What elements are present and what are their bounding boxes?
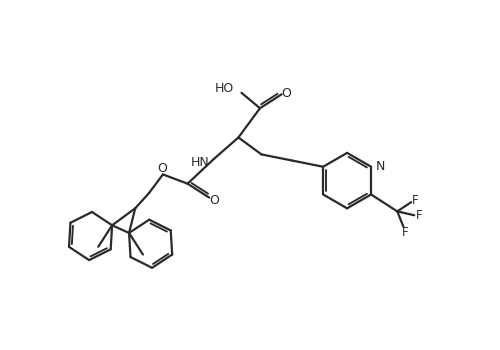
Text: O: O: [157, 162, 167, 175]
Text: F: F: [412, 194, 418, 207]
Text: F: F: [402, 226, 408, 239]
Text: F: F: [416, 209, 422, 222]
Text: HN: HN: [190, 156, 209, 169]
Text: HO: HO: [214, 83, 234, 96]
Text: O: O: [281, 87, 291, 100]
Text: N: N: [376, 160, 385, 173]
Text: O: O: [209, 194, 218, 207]
